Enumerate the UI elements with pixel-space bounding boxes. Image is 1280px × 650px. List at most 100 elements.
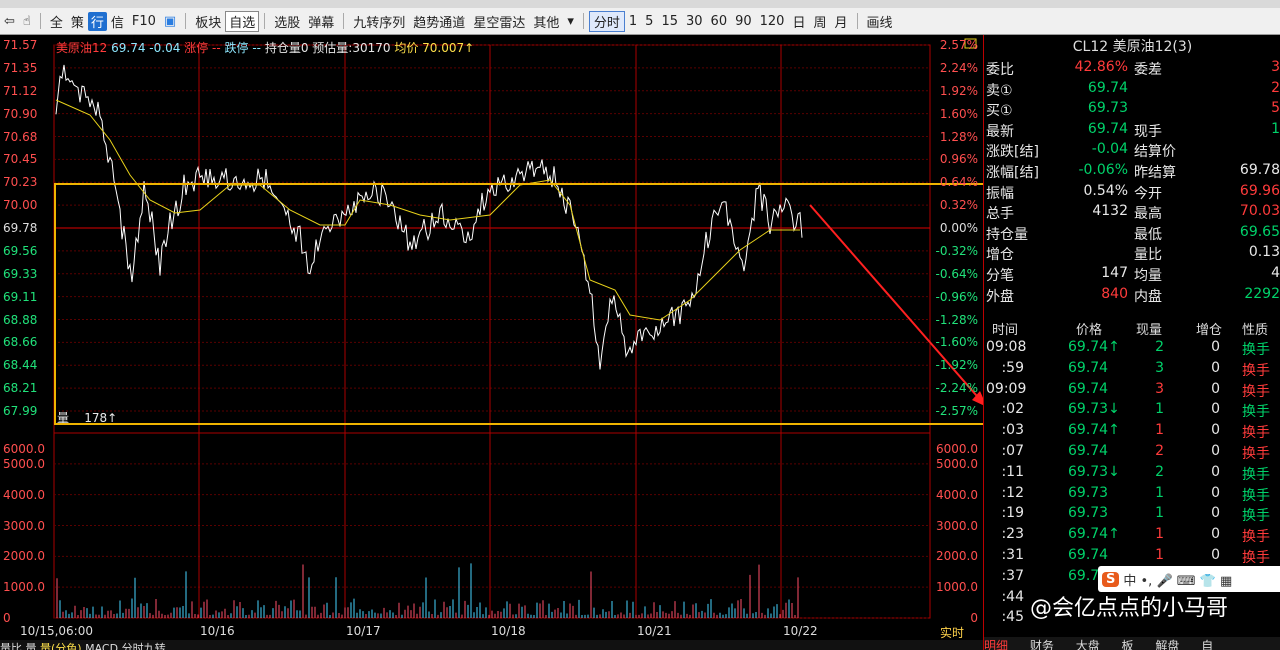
tick-row: 09:09 69.74 3 0 换手 xyxy=(984,381,1280,401)
period-week[interactable]: 周 xyxy=(813,15,827,31)
tick-time: :02 xyxy=(1001,401,1024,418)
period-1[interactable]: 1 xyxy=(628,13,638,29)
quote-row: 增仓 量比 0.13 xyxy=(984,244,1280,264)
volume-label: 量 178↑ xyxy=(57,411,118,425)
period-90[interactable]: 90 xyxy=(735,13,752,29)
tick-nature: 换手 xyxy=(1242,342,1270,358)
pct-axis-label: 1.60% xyxy=(939,106,978,121)
period-60[interactable]: 60 xyxy=(710,13,728,29)
toolbar-star-radar[interactable]: 星空雷达 xyxy=(473,15,526,31)
period-15[interactable]: 15 xyxy=(661,13,678,29)
volume-axis-label-right: 0 xyxy=(970,611,978,625)
tab-analysis[interactable]: 解盘 xyxy=(1155,639,1180,650)
tab-sector[interactable]: 板 xyxy=(1121,639,1134,650)
tab-market[interactable]: 大盘 xyxy=(1075,639,1100,650)
volume-axis-label: 4000.0 xyxy=(3,487,45,502)
quote-value: 69.73 xyxy=(1087,100,1128,117)
tab-nine-turn[interactable]: 分时九转 xyxy=(121,642,166,650)
toolbar-stock-picker[interactable]: 选股 xyxy=(274,15,301,31)
tab-self[interactable]: 自 xyxy=(1201,639,1214,650)
tick-row: :31 69.74 1 0 换手 xyxy=(984,547,1280,567)
toolbar-quote[interactable]: 行 xyxy=(87,11,107,31)
tick-nature: 换手 xyxy=(1242,425,1270,442)
intraday-chart[interactable]: 美原油12 69.74 -0.04 涨停 -- 跌停 -- 持仓量0 预估量:3… xyxy=(0,35,983,640)
period-month[interactable]: 月 xyxy=(834,15,848,31)
info-limit-up: 涨停 -- xyxy=(184,41,221,55)
tick-time: 09:09 xyxy=(986,380,1027,397)
period-30[interactable]: 30 xyxy=(686,13,703,29)
pct-axis-label: -1.28% xyxy=(935,312,978,327)
window-icon[interactable]: ▣ xyxy=(163,13,177,29)
toolbar-nine-turn[interactable]: 九转序列 xyxy=(353,15,406,31)
tab-volume-color[interactable]: 量(分色) xyxy=(40,642,82,650)
quote-label-2: 今开 xyxy=(1134,185,1162,202)
tick-change: 0 xyxy=(1211,484,1220,501)
ime-toolbar[interactable]: S 中 •, 🎤 ⌨ 👕 ▦ xyxy=(1098,566,1280,592)
volume-axis-label: 6000.0 xyxy=(3,442,45,456)
back-icon[interactable]: ⇦ xyxy=(4,13,15,29)
tick-change: 0 xyxy=(1211,505,1220,522)
tick-price: 69.74 xyxy=(1068,547,1109,563)
tick-header-nature: 性质 xyxy=(1242,323,1269,338)
quote-value: 4132 xyxy=(1092,203,1128,220)
toolbar-sector[interactable]: 板块 xyxy=(195,15,222,31)
tick-price: 69.74↑ xyxy=(1068,339,1120,355)
period-5[interactable]: 5 xyxy=(645,13,654,29)
toolbar-watchlist[interactable]: 自选 xyxy=(225,10,260,32)
toolbar-strategy[interactable]: 策 xyxy=(70,15,84,31)
quote-label-2: 均量 xyxy=(1134,268,1162,284)
toolbar-draw-line[interactable]: 画线 xyxy=(866,15,893,31)
tick-change: 0 xyxy=(1211,547,1220,563)
pct-axis-label: 1.92% xyxy=(939,83,978,98)
quote-value: 147 xyxy=(1101,265,1128,281)
tab-volume-ratio[interactable]: 量比 xyxy=(0,642,22,650)
quote-label-2: 现手 xyxy=(1134,123,1162,140)
quote-row: 涨幅[结] -0.06% 昨结算 69.78 xyxy=(984,162,1280,182)
period-intraday[interactable]: 分时 xyxy=(588,10,625,32)
period-120[interactable]: 120 xyxy=(759,13,785,29)
tick-nature: 换手 xyxy=(1242,529,1270,546)
tick-header-change: 增仓 xyxy=(1196,323,1223,338)
tab-detail[interactable]: 明细 xyxy=(984,639,1009,650)
toolbar-all[interactable]: 全 xyxy=(49,15,63,31)
toolbar-trend-channel[interactable]: 趋势通道 xyxy=(413,15,466,31)
period-day[interactable]: 日 xyxy=(792,15,806,31)
toolbar-f10[interactable]: F10 xyxy=(131,13,156,29)
info-change: -0.04 xyxy=(149,41,181,55)
toolbar-danmaku[interactable]: 弹幕 xyxy=(308,15,335,31)
hand-icon[interactable]: ☝ xyxy=(22,13,31,29)
realtime-label[interactable]: 实时 xyxy=(940,626,965,640)
pct-axis-label: -1.60% xyxy=(935,335,978,350)
price-axis-label: 69.33 xyxy=(3,266,38,281)
info-open-interest: 持仓量0 xyxy=(264,41,309,55)
tick-nature: 换手 xyxy=(1242,383,1270,400)
pct-axis-label: 0.96% xyxy=(939,152,978,167)
indicator-tabs: 量比 量 量(分色) MACD 分时九转 xyxy=(0,640,983,650)
chevron-down-icon[interactable]: ▾ xyxy=(567,13,574,29)
volume-axis-label-right: 4000.0 xyxy=(936,487,978,502)
tab-macd[interactable]: MACD xyxy=(85,642,119,650)
quote-row: 外盘 840 内盘 2292 xyxy=(984,286,1280,306)
quote-label: 最新 xyxy=(986,123,1014,140)
toolbar-info[interactable]: 信 xyxy=(110,15,124,31)
tick-change: 0 xyxy=(1211,401,1220,418)
tick-change: 0 xyxy=(1211,463,1220,480)
tick-time: :23 xyxy=(1001,526,1024,543)
toolbar-other[interactable]: 其他 xyxy=(533,15,560,31)
quote-panel: CL12 美原油12(3) 委比 42.86% 委差 3 卖① 69.74 2 买① 69.73… xyxy=(983,35,1280,650)
annotation-arrow xyxy=(809,204,983,404)
tick-header-price: 价格 xyxy=(1076,323,1103,338)
quote-label: 卖① xyxy=(986,82,1013,99)
tick-volume: 3 xyxy=(1155,359,1164,376)
quote-label: 委比 xyxy=(986,62,1014,78)
annotation-arrow-head xyxy=(972,391,983,406)
tab-finance[interactable]: 财务 xyxy=(1029,639,1054,650)
x-label: 10/21 xyxy=(637,624,672,638)
pct-axis-label: -1.92% xyxy=(935,358,978,373)
tick-change: 0 xyxy=(1211,359,1220,376)
tab-volume[interactable]: 量 xyxy=(25,642,37,650)
title-bar xyxy=(0,0,1280,8)
quote-row: 分笔 147 均量 4 xyxy=(984,265,1280,285)
tick-row: :19 69.73 1 0 换手 xyxy=(984,505,1280,525)
x-label: 10/16 xyxy=(200,624,235,638)
